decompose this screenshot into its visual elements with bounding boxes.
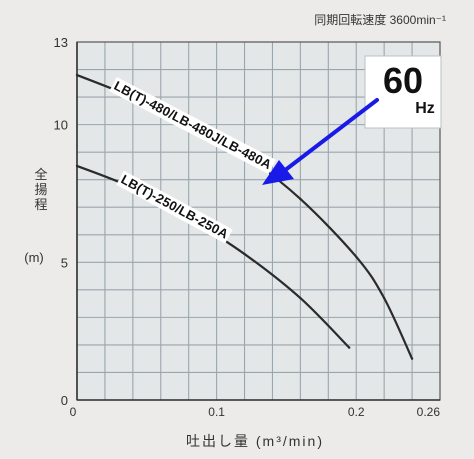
series-point-2 [75,164,79,168]
series-label-bg-1 [109,76,276,175]
x-tick-label: 0.2 [348,405,365,419]
frequency-box [364,55,442,129]
frequency-unit: Hz [415,100,435,117]
speed-label: 同期回転速度 3600min⁻¹ [314,12,446,27]
y-tick-label: 13 [54,35,68,50]
x-axis-label: 吐出し量 (m³/min) [186,433,324,449]
y-axis-label: 全揚程 [33,167,48,213]
series-point-1 [299,197,302,201]
series-point-2 [243,252,246,256]
highlight-arrow [262,98,379,185]
series-point-2 [299,296,302,300]
series-point-1 [75,73,79,77]
y-tick-label: 0 [61,393,68,408]
frequency-value: 60 [383,60,423,101]
series-point-2 [348,346,351,349]
series-point-1 [410,357,414,360]
frequency-badge: 60 Hz [364,55,442,129]
series-point-1 [355,255,358,258]
axes [76,41,441,401]
arrow-head [262,160,294,185]
y-tick-label: 5 [61,255,68,270]
x-tick-label: 0.1 [208,405,225,419]
tick-labels: 0 0.1 0.2 0.26 0 5 10 13 [54,35,441,419]
y-axis-unit: (m) [24,250,44,265]
x-tick-label: 0.26 [417,405,441,419]
series-label-bg-2 [116,170,233,244]
x-tick-label: 0 [70,405,77,419]
y-tick-label: 10 [54,118,68,133]
arrow-shaft [282,98,379,173]
series-point-1 [382,296,386,300]
